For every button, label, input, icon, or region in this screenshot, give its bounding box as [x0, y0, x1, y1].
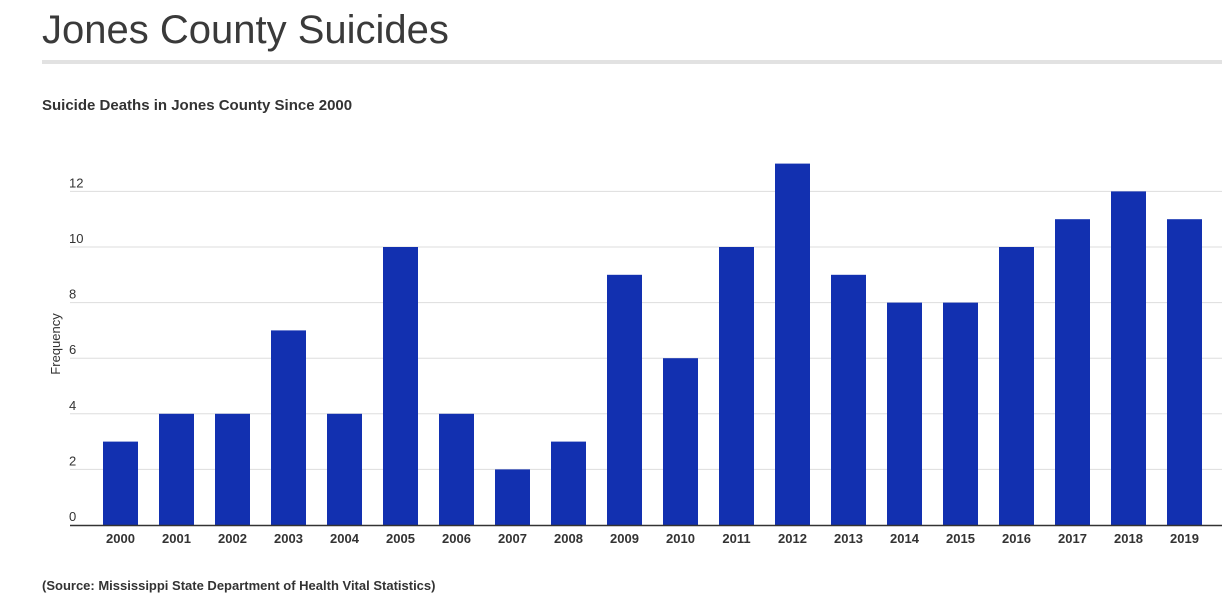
bar-2010[interactable] — [663, 358, 698, 525]
source-note: (Source: Mississippi State Department of… — [42, 578, 436, 593]
bar-2016[interactable] — [999, 247, 1034, 525]
x-tick-label: 2008 — [554, 531, 583, 546]
x-tick-label: 2015 — [946, 531, 975, 546]
bar-2019[interactable] — [1167, 219, 1202, 525]
bar-2015[interactable] — [943, 302, 978, 525]
x-tick-label: 2012 — [778, 531, 807, 546]
x-tick-label: 2006 — [442, 531, 471, 546]
bar-2006[interactable] — [439, 413, 474, 525]
bar-2017[interactable] — [1055, 219, 1090, 525]
x-tick-label: 2004 — [330, 531, 360, 546]
bar-2004[interactable] — [327, 413, 362, 525]
x-tick-label: 2009 — [610, 531, 639, 546]
y-axis-ticks: 0 2 4 6 8 10 12 — [69, 175, 83, 524]
bars — [103, 163, 1202, 525]
bar-2009[interactable] — [607, 274, 642, 525]
title-divider — [42, 60, 1222, 64]
x-tick-label: 2002 — [218, 531, 247, 546]
y-tick-label: 12 — [69, 175, 83, 190]
x-axis-ticks: 2000 2001 2002 2003 2004 2005 2006 2007 2008 2009… — [106, 531, 1199, 546]
bar-2002[interactable] — [215, 413, 250, 525]
bar-2014[interactable] — [887, 302, 922, 525]
x-tick-label: 2018 — [1114, 531, 1143, 546]
x-tick-label: 2013 — [834, 531, 863, 546]
bar-2003[interactable] — [271, 330, 306, 525]
y-axis-title: Frequency — [48, 313, 63, 375]
x-tick-label: 2010 — [666, 531, 695, 546]
chart-title: Suicide Deaths in Jones County Since 200… — [42, 97, 353, 114]
y-tick-label: 0 — [69, 509, 76, 524]
bar-2011[interactable] — [719, 247, 754, 525]
x-tick-label: 2016 — [1002, 531, 1031, 546]
x-tick-label: 2014 — [890, 531, 920, 546]
y-tick-label: 6 — [69, 342, 76, 357]
x-tick-label: 2017 — [1058, 531, 1087, 546]
x-tick-label: 2001 — [162, 531, 191, 546]
page-title: Jones County Suicides — [42, 8, 449, 52]
x-tick-label: 2000 — [106, 531, 135, 546]
y-tick-label: 2 — [69, 453, 76, 468]
x-tick-label: 2011 — [722, 531, 750, 546]
bar-2007[interactable] — [495, 469, 530, 525]
y-tick-label: 4 — [69, 398, 76, 413]
bar-2000[interactable] — [103, 441, 138, 525]
bar-2005[interactable] — [383, 247, 418, 525]
x-tick-label: 2003 — [274, 531, 303, 546]
bar-2008[interactable] — [551, 441, 586, 525]
bar-2013[interactable] — [831, 274, 866, 525]
y-tick-label: 8 — [69, 287, 76, 302]
bar-2001[interactable] — [159, 413, 194, 525]
y-tick-label: 10 — [69, 231, 83, 246]
bar-2012[interactable] — [775, 163, 810, 525]
x-tick-label: 2019 — [1170, 531, 1199, 546]
x-tick-label: 2007 — [498, 531, 527, 546]
x-tick-label: 2005 — [386, 531, 415, 546]
bar-2018[interactable] — [1111, 191, 1146, 525]
